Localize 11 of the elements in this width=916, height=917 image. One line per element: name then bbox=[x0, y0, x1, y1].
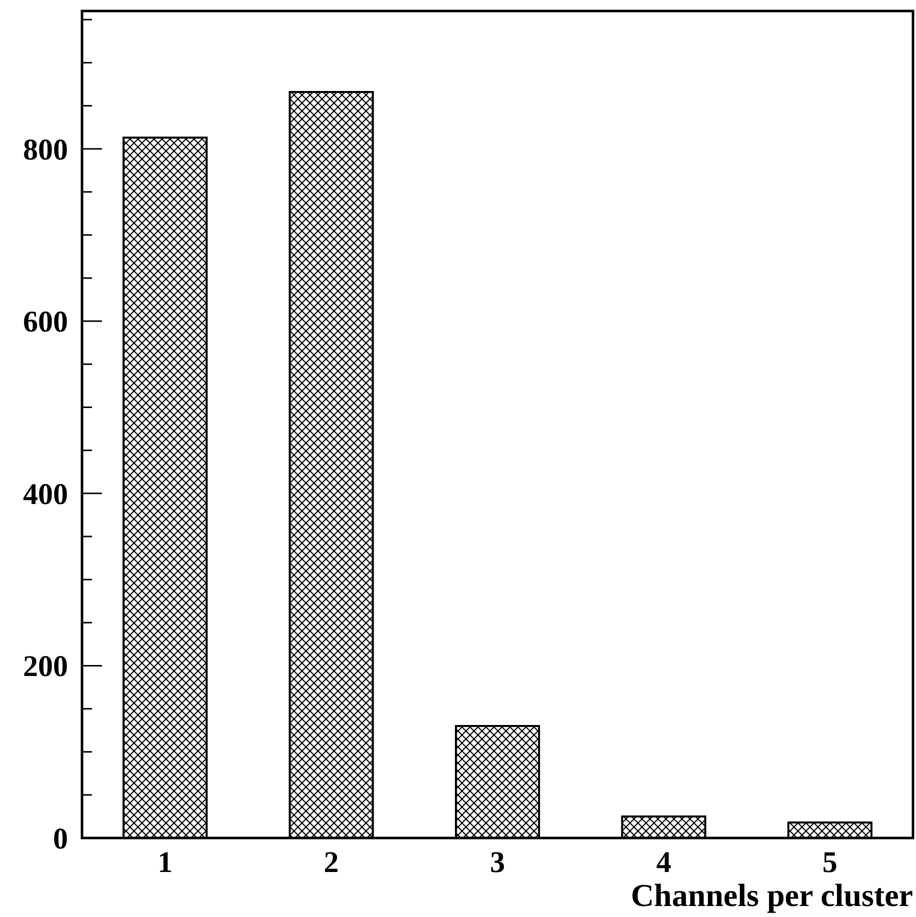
y-tick-label: 0 bbox=[53, 822, 68, 856]
y-tick-label: 400 bbox=[23, 478, 68, 511]
x-tick-label: 3 bbox=[490, 846, 505, 879]
y-tick-label: 800 bbox=[23, 133, 68, 166]
x-tick-label: 2 bbox=[324, 846, 339, 879]
x-tick-label: 4 bbox=[656, 846, 672, 879]
y-tick-label: 600 bbox=[23, 306, 68, 339]
x-tick-label: 5 bbox=[822, 846, 838, 879]
x-axis-title: Channels per cluster bbox=[630, 877, 913, 913]
x-tick-label: 1 bbox=[158, 846, 173, 879]
y-tick-label: 200 bbox=[23, 650, 68, 684]
